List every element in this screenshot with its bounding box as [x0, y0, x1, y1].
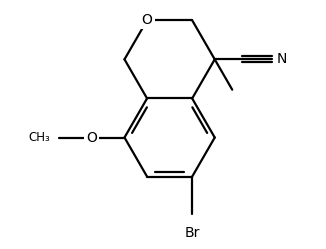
Text: Br: Br	[185, 226, 200, 240]
Text: O: O	[86, 130, 97, 144]
Text: O: O	[141, 13, 153, 27]
Text: N: N	[276, 52, 287, 66]
Text: CH₃: CH₃	[28, 131, 50, 144]
